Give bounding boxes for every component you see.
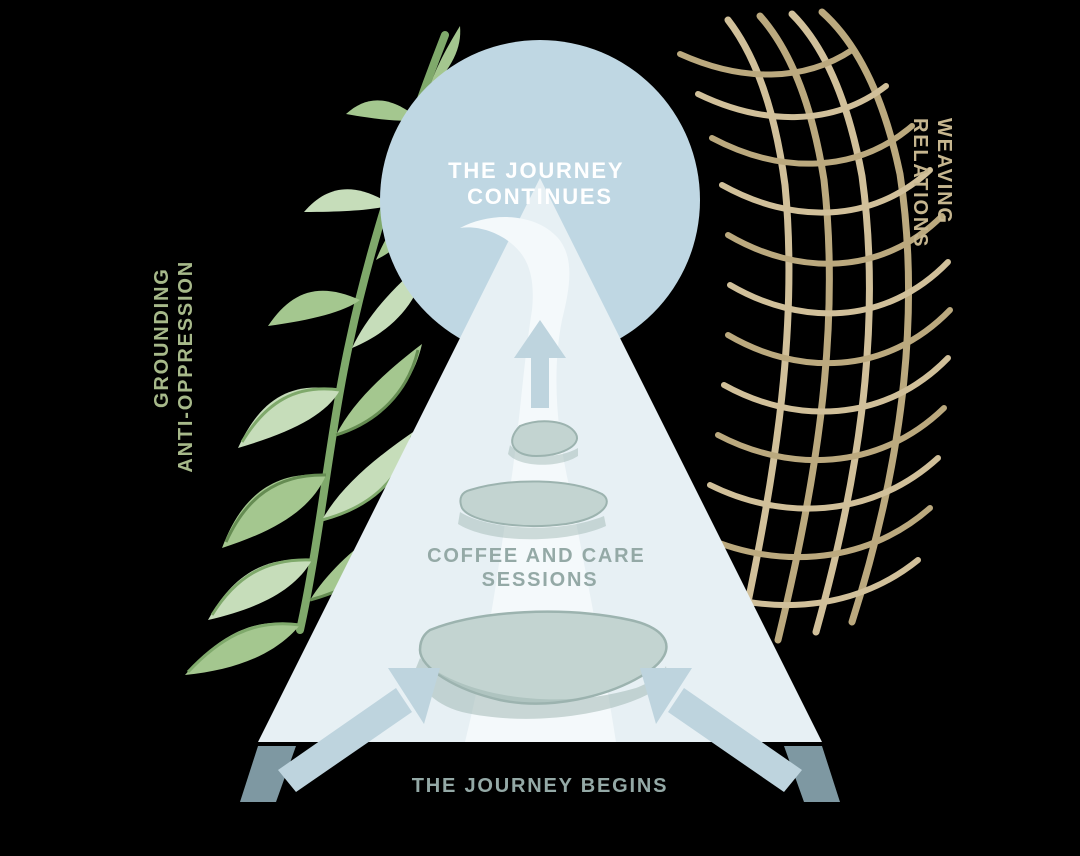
- grounding-line2: ANTI-OPPRESSION: [175, 260, 197, 473]
- journey-begins-label: THE JOURNEY BEGINS: [412, 775, 669, 797]
- grounding-line1: GROUNDING: [151, 267, 173, 408]
- journey-continues-label: THE JOURNEY CONTINUES: [448, 158, 632, 209]
- weaving-line1: WEAVING: [933, 118, 955, 225]
- coffee-care-line2: SESSIONS: [482, 569, 599, 591]
- journey-continues-line1: THE JOURNEY: [448, 158, 624, 183]
- journey-diagram: THE JOURNEY CONTINUES COFFEE AND CARE SE…: [0, 0, 1080, 856]
- weaving-line2: RELATIONS: [909, 118, 931, 248]
- journey-continues-line2: CONTINUES: [467, 184, 613, 209]
- coffee-care-line1: COFFEE AND CARE: [427, 545, 645, 567]
- diagram-stage: THE JOURNEY CONTINUES COFFEE AND CARE SE…: [0, 0, 1080, 856]
